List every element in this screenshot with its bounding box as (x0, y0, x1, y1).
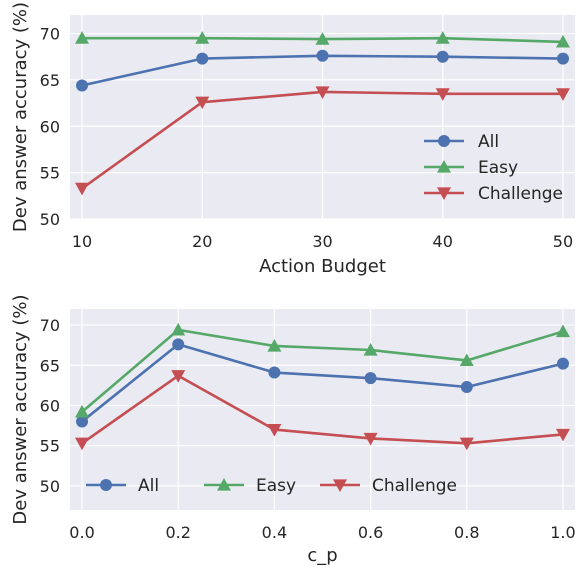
data-point-easy (267, 338, 282, 352)
data-point-all (172, 338, 185, 351)
x-tick-label: 0.8 (454, 523, 479, 542)
data-point-challenge (267, 424, 282, 437)
x-tick-label: 30 (312, 232, 332, 251)
data-point-all (556, 52, 569, 65)
series-line-challenge (81, 374, 564, 445)
y-tick-label: 50 (40, 477, 60, 496)
legend-label-easy: Easy (478, 158, 518, 178)
x-tick-label: 0.4 (262, 523, 287, 542)
data-point-easy (315, 32, 330, 45)
legend-label-challenge: Challenge (478, 184, 563, 204)
data-point-easy (75, 31, 90, 44)
data-point-challenge (171, 370, 186, 383)
data-point-easy (435, 31, 450, 44)
data-point-all (556, 357, 569, 370)
x-axis-label: c_p (307, 545, 337, 566)
y-tick-label: 65 (40, 71, 60, 90)
y-tick-label: 65 (40, 356, 60, 375)
x-axis-label: Action Budget (259, 256, 386, 277)
legend-marker-challenge (437, 187, 451, 200)
legend-label-challenge: Challenge (372, 476, 457, 496)
data-point-all (364, 372, 377, 385)
data-point-all (76, 79, 89, 92)
plot-area (70, 309, 575, 510)
legend-label-all: All (138, 476, 159, 496)
data-point-easy (363, 343, 378, 356)
legend: All Easy Challenge (86, 476, 457, 496)
data-point-challenge (75, 437, 90, 451)
y-tick-label: 60 (40, 117, 60, 136)
y-tick-label: 60 (40, 396, 60, 415)
x-tick-label: 0.6 (358, 523, 383, 542)
data-point-easy (555, 324, 570, 338)
data-point-all (196, 52, 209, 65)
data-point-easy (459, 353, 474, 367)
x-tick-label: 1.0 (550, 523, 575, 542)
data-point-easy (555, 34, 570, 48)
y-tick-label: 70 (40, 316, 60, 335)
series-line-easy (81, 328, 564, 413)
legend-marker-all (438, 135, 450, 147)
data-point-challenge (195, 96, 210, 110)
legend-marker-all (100, 479, 112, 491)
data-point-challenge (555, 88, 570, 101)
data-point-challenge (435, 88, 450, 101)
data-point-all (268, 366, 281, 379)
data-point-challenge (363, 432, 378, 446)
bottom-chart-panel: 50 55 60 65 70 0.0 0.2 0.4 0.6 0.8 1.0 c_p Dev answe… (10, 294, 576, 566)
legend-label-all: All (478, 132, 499, 152)
series-line-all (81, 343, 564, 423)
x-tick-label: 40 (433, 232, 453, 251)
legend-marker-easy (217, 478, 231, 491)
y-tick-label: 55 (40, 437, 60, 456)
x-tick-label: 50 (553, 232, 573, 251)
data-point-challenge (459, 437, 474, 451)
data-point-all (460, 380, 473, 393)
top-chart-panel: 50 55 60 65 70 10 20 30 40 50 Action Budget Dev ans… (10, 2, 575, 277)
x-tick-label: 10 (72, 232, 92, 251)
data-point-easy (171, 322, 186, 336)
data-point-easy (195, 31, 210, 44)
y-tick-label: 55 (40, 164, 60, 183)
legend-label-easy: Easy (256, 476, 296, 496)
data-point-all (436, 50, 449, 63)
legend-marker-easy (437, 160, 451, 173)
data-point-challenge (555, 428, 570, 442)
x-tick-label: 0.2 (165, 523, 190, 542)
data-point-easy (75, 404, 90, 418)
x-tick-label: 0.0 (69, 523, 94, 542)
y-axis-label: Dev answer accuracy (%) (10, 2, 31, 232)
data-point-challenge (75, 182, 90, 196)
x-tick-label: 20 (192, 232, 212, 251)
data-point-all (76, 415, 89, 428)
legend-marker-challenge (333, 479, 347, 492)
y-tick-label: 70 (40, 25, 60, 44)
y-axis-label: Dev answer accuracy (%) (10, 294, 31, 524)
data-point-challenge (315, 86, 330, 99)
y-tick-label: 50 (40, 210, 60, 229)
legend: All Easy Challenge (424, 132, 563, 204)
data-point-all (316, 49, 329, 62)
